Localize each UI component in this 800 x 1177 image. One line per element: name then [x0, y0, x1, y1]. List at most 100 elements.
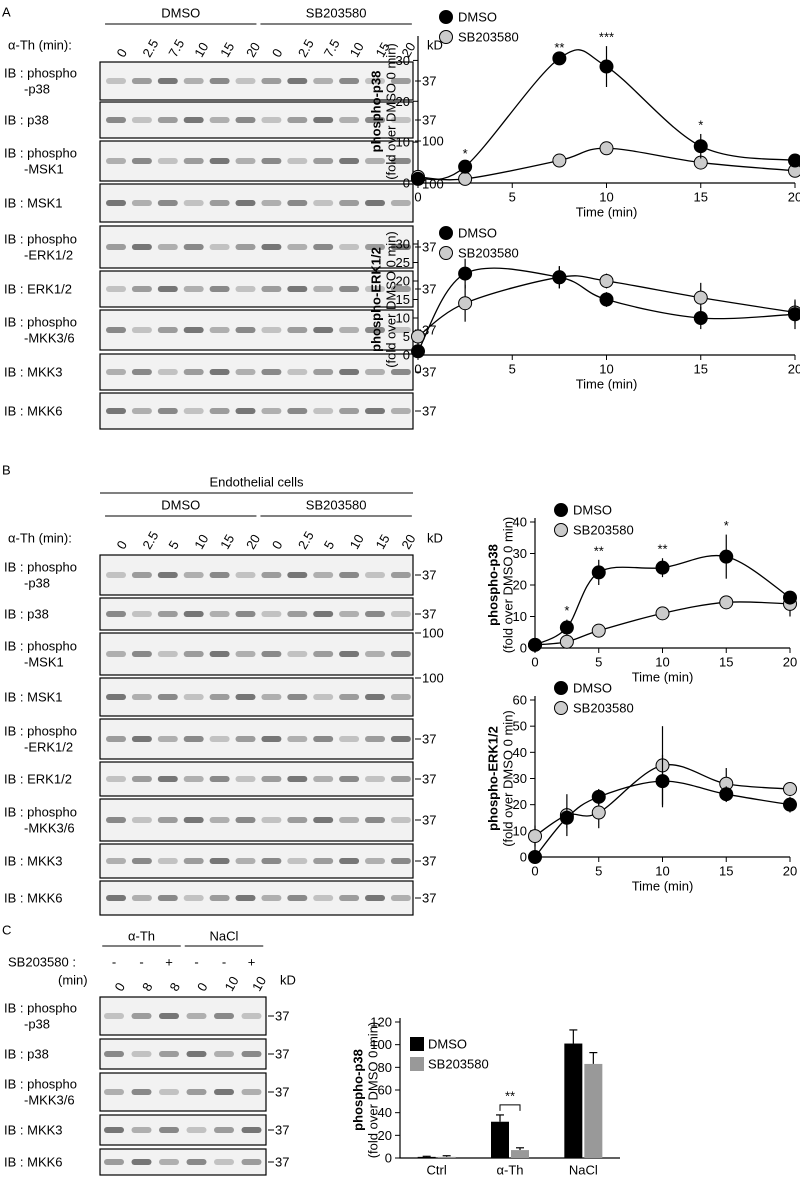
- band: [261, 286, 282, 292]
- series-line: [417, 267, 796, 352]
- blot: [99, 798, 414, 842]
- band: [241, 1013, 262, 1019]
- y-tick-label: 80: [378, 1060, 392, 1075]
- band: [106, 408, 126, 414]
- band: [157, 651, 178, 657]
- band: [159, 1159, 179, 1165]
- y-tick-label: 10: [513, 609, 527, 624]
- band: [183, 736, 204, 742]
- x-tick-label: α-Th: [496, 1163, 523, 1177]
- band: [313, 78, 334, 84]
- band: [365, 327, 385, 333]
- blot-label: IB : phospho: [4, 805, 77, 820]
- data-point: [552, 153, 567, 168]
- blot-label: IB : phospho: [4, 1077, 77, 1092]
- band: [235, 736, 256, 742]
- marker-label: 37: [275, 1123, 289, 1138]
- x-tick-label: 0: [531, 655, 538, 670]
- x-tick-label: 5: [595, 864, 602, 879]
- band: [235, 895, 256, 901]
- band: [339, 78, 360, 84]
- group-label: NaCl: [210, 929, 239, 944]
- y-tick-label: 40: [513, 745, 527, 760]
- lane-time: 15: [373, 532, 393, 552]
- blot: [99, 353, 414, 391]
- band: [157, 817, 178, 823]
- band: [365, 694, 385, 700]
- panel-letter: C: [2, 923, 11, 938]
- blot: [99, 554, 414, 596]
- blot-label: -p38: [24, 1017, 50, 1032]
- band: [209, 694, 230, 700]
- band: [365, 651, 385, 657]
- lane-time: 2.5: [295, 529, 317, 552]
- lane-time: 0: [114, 46, 131, 60]
- y-tick-label: 60: [378, 1083, 392, 1098]
- band: [287, 817, 308, 823]
- significance: *: [564, 603, 569, 618]
- band: [209, 736, 230, 742]
- y-tick-label: 100: [370, 1037, 392, 1052]
- data-point: [719, 787, 734, 802]
- blot-label: IB : phospho: [4, 232, 77, 247]
- data-point: [528, 829, 542, 844]
- band: [214, 1159, 234, 1165]
- bar: [584, 1063, 603, 1158]
- legend-marker: [439, 30, 453, 44]
- band: [183, 694, 204, 700]
- band: [209, 408, 230, 414]
- band: [313, 651, 334, 657]
- marker-label: 37: [422, 891, 436, 906]
- y-tick-label: 40: [378, 1105, 392, 1120]
- blot-label: IB : MSK1: [4, 690, 63, 705]
- band: [131, 651, 152, 657]
- x-tick-label: 5: [509, 190, 516, 205]
- data-point: [552, 51, 567, 66]
- kd-label: kD: [427, 38, 443, 53]
- band: [287, 244, 308, 250]
- band: [261, 408, 282, 414]
- data-point: [693, 311, 708, 325]
- bar: [564, 1043, 583, 1158]
- band: [287, 858, 308, 864]
- band: [261, 858, 282, 864]
- band: [390, 572, 411, 578]
- data-point: [591, 565, 606, 580]
- band: [261, 78, 282, 84]
- band: [131, 1159, 152, 1165]
- band: [104, 1013, 124, 1019]
- band: [157, 244, 178, 250]
- marker-label: 37: [422, 732, 436, 747]
- x-tick-label: 15: [694, 190, 708, 205]
- treatment-sign: +: [248, 955, 256, 970]
- y-tick-label: 60: [513, 693, 527, 708]
- panel-letter: B: [2, 463, 11, 478]
- lane-time: 8: [167, 980, 184, 994]
- band: [186, 1013, 207, 1019]
- band: [390, 327, 411, 333]
- band: [183, 817, 204, 823]
- x-tick-label: 15: [719, 864, 733, 879]
- band: [313, 611, 334, 617]
- band: [235, 286, 256, 292]
- band: [157, 286, 178, 292]
- blot: [99, 61, 414, 101]
- band: [183, 572, 204, 578]
- band: [339, 200, 360, 206]
- legend-marker: [554, 523, 568, 537]
- marker-label: 37: [275, 1009, 289, 1024]
- y-tick-label: 0: [385, 1151, 392, 1166]
- legend-marker: [439, 246, 453, 260]
- treatment-sign: -: [222, 955, 226, 970]
- lane-time: 5: [165, 538, 182, 552]
- blot-label: IB : phospho: [4, 724, 77, 739]
- band: [339, 369, 360, 375]
- blot-label: IB : phospho: [4, 1001, 77, 1016]
- band: [287, 651, 308, 657]
- marker-label: 100: [422, 134, 444, 149]
- lane-time: 15: [373, 40, 393, 60]
- marker-label: 100: [422, 626, 444, 641]
- blot-label: IB : MKK6: [4, 891, 63, 906]
- band: [261, 200, 282, 206]
- bar: [511, 1150, 529, 1158]
